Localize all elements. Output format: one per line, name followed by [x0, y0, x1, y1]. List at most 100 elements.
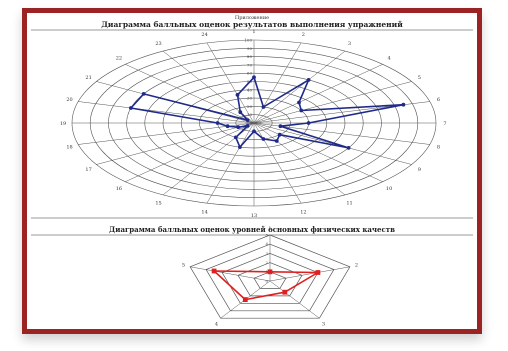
grid-spoke — [96, 122, 255, 165]
data-point — [346, 146, 351, 150]
radial-tick-label: 2 — [265, 260, 268, 265]
data-point — [242, 297, 248, 302]
series-line — [213, 270, 319, 301]
category-label: 7 — [443, 121, 446, 127]
grid-spoke — [125, 122, 255, 182]
grid-spoke — [269, 280, 320, 319]
category-label: 1 — [252, 29, 255, 35]
category-label: 3 — [322, 322, 325, 328]
grid-ring — [221, 253, 319, 304]
radial-tick-label: 90 — [247, 46, 253, 51]
data-point — [267, 269, 273, 275]
category-label: 10 — [386, 186, 392, 192]
grid-spoke — [253, 122, 302, 204]
data-point — [252, 129, 256, 134]
grid-ring — [237, 262, 303, 297]
data-point — [277, 132, 282, 137]
category-label: 22 — [116, 56, 122, 62]
data-point — [225, 124, 230, 129]
category-label: 6 — [437, 97, 440, 103]
radial-tick-label: 30 — [247, 96, 253, 101]
category-label: 14 — [201, 210, 207, 216]
category-label: 20 — [66, 97, 72, 103]
data-point — [238, 110, 243, 115]
category-label: 18 — [66, 145, 72, 151]
data-point — [141, 92, 146, 96]
grid-spoke — [190, 266, 271, 282]
category-label: 16 — [116, 186, 122, 192]
category-label: 13 — [251, 213, 257, 219]
grid-spoke — [253, 122, 383, 182]
radial-tick-label: 4 — [265, 242, 268, 247]
data-point — [306, 121, 311, 125]
chart1-title: Диаграмма балльных оценок результатов вы… — [101, 20, 403, 29]
radial-tick-label: 40 — [247, 87, 253, 92]
radial-tick-label: 100 — [244, 38, 252, 43]
data-point — [252, 75, 256, 80]
data-point — [261, 105, 266, 109]
data-point — [211, 268, 217, 274]
category-label: 2 — [355, 262, 358, 268]
radial-tick-label: 80 — [247, 54, 253, 59]
data-point — [238, 145, 242, 150]
data-point — [261, 137, 266, 141]
grid-spoke — [253, 50, 346, 124]
radar-chart-exercises: 1234567891011121314151617181920212223240… — [60, 29, 447, 219]
grid-spoke — [125, 64, 255, 124]
grid-spoke — [253, 122, 412, 165]
radial-tick-label: 10 — [247, 112, 253, 117]
data-point — [297, 100, 301, 105]
page-frame: Приложение Диаграмма балльных оценок рез… — [22, 8, 482, 334]
data-point — [236, 125, 241, 130]
category-label: 4 — [388, 56, 391, 62]
category-label: 24 — [201, 32, 207, 38]
data-point — [129, 106, 133, 110]
data-point — [245, 124, 250, 128]
data-point — [282, 289, 288, 295]
category-label: 11 — [346, 200, 352, 206]
category-label: 2 — [302, 32, 305, 38]
grid-ring — [205, 243, 335, 312]
data-point — [235, 93, 240, 97]
top-caption: Приложение — [235, 15, 269, 21]
grid-spoke — [253, 122, 346, 196]
category-label: 9 — [418, 167, 421, 173]
grid-spoke — [253, 81, 412, 124]
category-label: 3 — [348, 41, 351, 47]
radial-tick-label: 20 — [247, 104, 253, 109]
radial-tick-label: 5 — [265, 233, 268, 238]
category-label: 23 — [155, 41, 161, 47]
grid-spoke — [206, 122, 255, 204]
grid-ring — [189, 234, 351, 319]
data-point — [315, 270, 321, 275]
data-point — [245, 118, 250, 122]
grid-spoke — [269, 266, 350, 282]
grid-spoke — [78, 101, 255, 124]
grid-spoke — [253, 42, 302, 124]
data-point — [278, 124, 283, 129]
category-label: 12 — [300, 210, 306, 216]
category-label: 4 — [215, 322, 218, 328]
data-point — [274, 139, 279, 143]
grid-spoke — [206, 42, 255, 124]
data-point — [215, 121, 220, 125]
grid-spoke — [78, 122, 255, 145]
category-label: 17 — [85, 167, 91, 173]
category-label: 5 — [418, 75, 421, 81]
grid-spoke — [253, 64, 383, 124]
data-point — [299, 108, 304, 113]
data-point — [306, 78, 311, 82]
radial-tick-label: 0 — [249, 121, 252, 126]
radial-tick-label: 0 — [265, 279, 268, 284]
category-label: 19 — [60, 121, 66, 127]
charts-canvas: Приложение Диаграмма балльных оценок рез… — [31, 15, 473, 328]
category-label: 21 — [85, 75, 91, 81]
category-label: 15 — [155, 200, 161, 206]
data-point — [233, 135, 238, 140]
chart2-title: Диаграмма балльных оценок уровней основн… — [109, 225, 395, 234]
radial-tick-label: 3 — [265, 251, 268, 256]
radial-tick-label: 70 — [247, 62, 253, 67]
category-label: 5 — [182, 262, 185, 268]
